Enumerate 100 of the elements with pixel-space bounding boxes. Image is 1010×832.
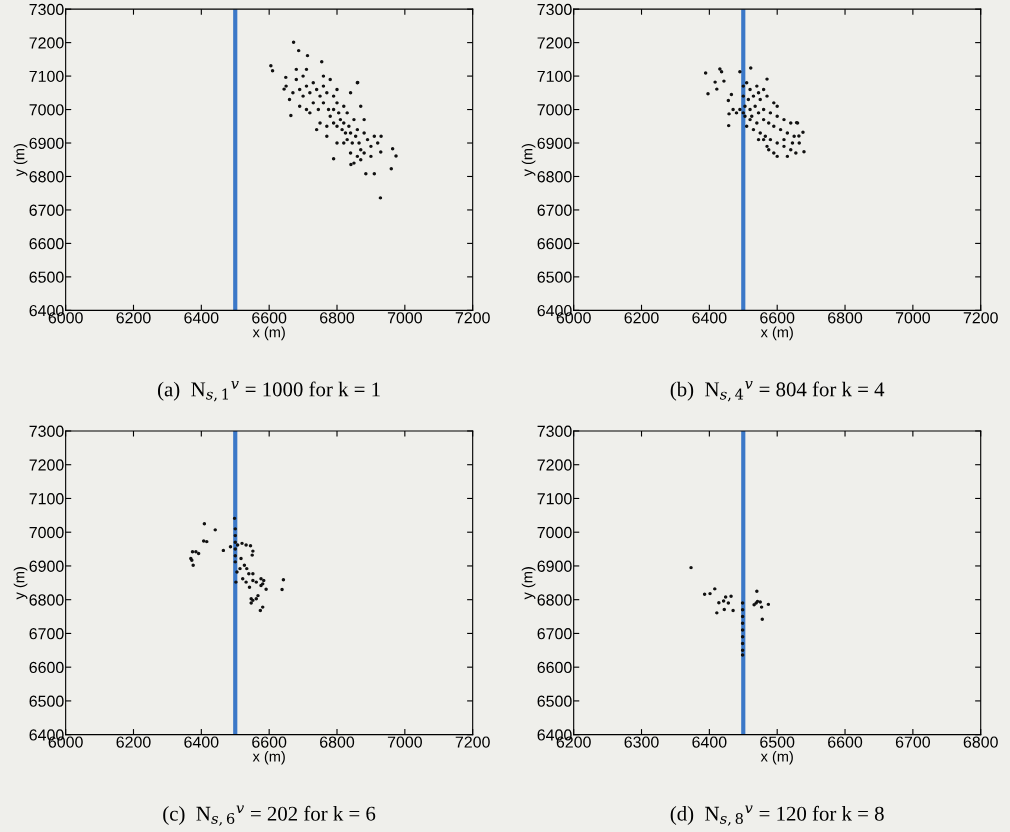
point [766,602,771,607]
y-tick-label: 7200 [537,459,572,471]
y-tick-label: 7300 [29,3,64,16]
x-tick-label: 6500 [760,736,795,748]
y-tick-label: 6500 [29,695,64,707]
x-tick-label: 7000 [895,312,931,324]
point [233,547,237,551]
point [259,577,263,581]
y-tick-label: 6800 [29,171,64,183]
x-tick-label: 6200 [624,312,659,324]
y-tick-label: 7000 [29,526,64,539]
point [242,563,247,567]
point [702,592,707,596]
y-tick-label: 7200 [29,37,64,49]
x-tick-label: 6600 [252,736,287,748]
point [250,553,254,557]
point [235,570,239,574]
point [740,621,745,626]
point [758,600,762,604]
point [196,551,201,556]
y-tick-label: 7100 [537,70,572,83]
y-tick-label: 6500 [537,695,572,707]
y-tick-label: 6500 [29,271,64,283]
y-tick-label: 7200 [537,37,572,49]
point [249,601,253,605]
y-tick-label: 6600 [537,238,572,250]
y-tick-label: 7000 [537,104,572,116]
point [232,516,237,521]
x-tick-label: 6800 [963,736,998,748]
x-tick-label: 6800 [320,736,355,748]
y-tick-label: 7300 [537,425,572,437]
point [281,578,286,582]
x-tick-label: 6400 [184,312,219,324]
point [251,572,255,576]
point [248,544,253,548]
x-tick-label: 6800 [320,312,355,324]
y-tick-label: 7300 [29,425,64,437]
x-tick-label: 6700 [895,736,931,748]
y-tick-label: 6700 [537,628,572,640]
point [194,550,198,554]
point [258,608,263,613]
y-tick-label: 6600 [537,661,572,674]
text: (c) N$_{s,6}$$^{v}$ = 202 for k = 6 [163,805,376,826]
y-tick-label: 6800 [29,594,64,606]
point [233,533,237,538]
point [233,560,237,564]
y-tick-label: 6800 [537,594,572,606]
x-tick-label: 7000 [387,736,422,748]
text: (d) N$_{s,8}$$^{v}$ = 120 for k = 8 [670,805,884,826]
point [221,548,226,553]
x-tick-label: 6400 [692,312,727,324]
y-tick-label: 6700 [29,204,64,216]
point [722,607,726,612]
x-tick-label: 6200 [116,312,151,324]
x-tick-label: 7200 [455,736,490,748]
y-tick-label: 6900 [537,560,572,572]
y-axis-title: y (m) [521,567,536,600]
y-tick-label: 7100 [29,493,64,505]
point [713,587,717,591]
x-tick-label: 6400 [184,736,219,748]
x-tick-label: 6800 [828,312,863,324]
y-axis-title: y (m) [13,144,28,177]
point [251,549,255,553]
y-axis-title: y (m) [13,567,28,600]
x-tick-label: 7000 [387,312,422,324]
point [190,550,195,554]
y-tick-label: 6900 [537,137,572,149]
point [740,648,745,652]
y-tick-label: 6700 [29,628,64,640]
point [244,543,248,547]
x-axis-title: x (m) [252,750,285,765]
y-tick-label: 6500 [537,271,572,283]
text: (b) N$_{s,4}$$^{v}$ = 804 for k = 4 [670,381,885,402]
y-tick-label: 7200 [29,459,64,471]
y-tick-label: 6700 [537,204,572,216]
point [234,580,238,584]
point [264,587,268,591]
y-axis-title: y (m) [521,144,536,177]
point [261,605,265,609]
x-axis-title: x (m) [760,750,793,765]
y-tick-label: 6600 [29,661,64,674]
x-tick-label: 6600 [252,312,287,324]
text: (a) N$_{s,1}$$^{v}$ = 1000 for k = 1 [158,381,380,402]
x-tick-label: 7200 [455,312,490,324]
point [247,585,252,589]
y-tick-label: 7300 [537,3,572,16]
y-tick-label: 7100 [537,493,572,505]
x-axis-title: x (m) [760,326,793,341]
point [740,614,745,619]
point [228,545,233,549]
point [729,594,733,599]
x-tick-label: 6300 [624,736,659,748]
x-tick-label: 6400 [692,736,727,748]
x-tick-label: 7200 [963,312,998,324]
x-tick-label: 6600 [760,312,795,324]
y-tick-label: 6800 [537,171,572,183]
x-axis-title: x (m) [252,326,285,341]
point [262,578,266,583]
y-tick-label: 6600 [29,238,64,250]
y-tick-label: 6900 [29,137,64,149]
